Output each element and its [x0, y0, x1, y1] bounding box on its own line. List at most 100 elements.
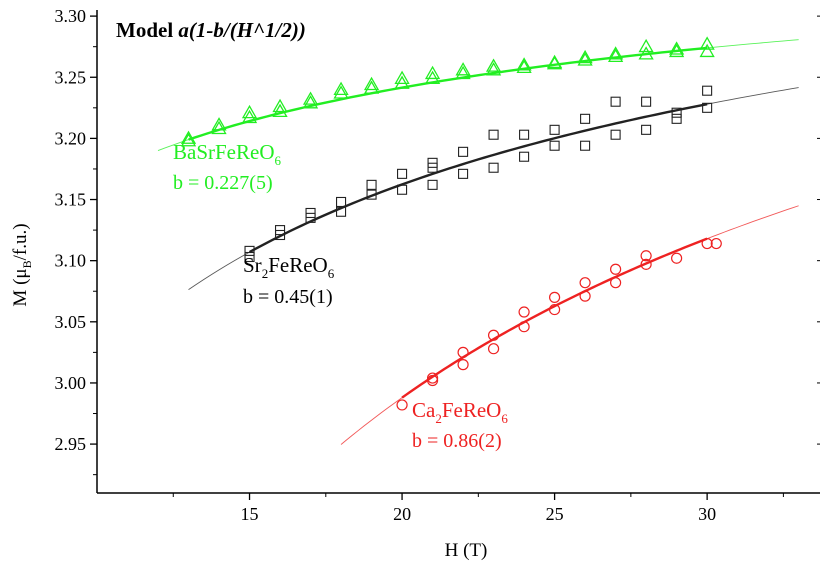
x-tick-label: 25 — [546, 504, 564, 524]
x-tick-label: 30 — [698, 504, 716, 524]
data-point-ca2fereo6 — [487, 343, 500, 355]
data-point-ca2fereo6 — [579, 277, 591, 289]
data-point-basrfereo6 — [485, 58, 502, 72]
data-point-sr2fereo6 — [366, 179, 377, 190]
data-point-ca2fereo6 — [548, 291, 561, 303]
x-axis-label: H (T) — [445, 540, 488, 561]
data-point-sr2fereo6 — [397, 168, 408, 179]
data-point-sr2fereo6 — [488, 162, 499, 173]
data-point-basrfereo6 — [241, 109, 258, 124]
data-point-basrfereo6 — [516, 57, 532, 71]
data-point-basrfereo6 — [607, 46, 624, 60]
data-point-basrfereo6 — [272, 103, 288, 118]
data-point-basrfereo6 — [669, 41, 685, 55]
data-point-ca2fereo6 — [518, 321, 530, 333]
data-point-sr2fereo6 — [427, 157, 438, 168]
data-point-ca2fereo6 — [548, 303, 561, 316]
y-tick-label: 3.30 — [55, 6, 87, 26]
b-label-sr2fereo6: b = 0.45(1) — [243, 286, 333, 308]
data-point-basrfereo6 — [302, 91, 319, 105]
data-point-basrfereo6 — [577, 52, 593, 66]
data-point-basrfereo6 — [394, 75, 410, 89]
data-point-sr2fereo6 — [702, 102, 713, 113]
data-point-sr2fereo6 — [336, 206, 347, 217]
label-ca2fereo6: Ca2FeReO6 — [412, 398, 508, 426]
data-point-sr2fereo6 — [702, 85, 713, 96]
data-point-sr2fereo6 — [549, 140, 560, 151]
chart-title-prefix: Model — [116, 18, 178, 42]
label-sr2fereo6: Sr2FeReO6 — [243, 253, 335, 281]
data-point-basrfereo6 — [577, 49, 593, 64]
b-label-basrfereo6: b = 0.227(5) — [173, 172, 273, 194]
y-tick-label: 3.10 — [55, 251, 87, 271]
fit-line-ca2fereo6 — [401, 237, 708, 399]
data-point-basrfereo6 — [180, 130, 197, 144]
data-point-sr2fereo6 — [274, 225, 286, 236]
y-axis-label-sub: B — [20, 260, 34, 268]
data-point-sr2fereo6 — [671, 113, 682, 124]
data-point-basrfereo6 — [638, 38, 654, 53]
data-point-sr2fereo6 — [488, 129, 499, 140]
data-point-ca2fereo6 — [701, 237, 713, 250]
data-point-basrfereo6 — [699, 43, 715, 58]
data-point-basrfereo6 — [211, 120, 227, 135]
y-tick-label: 2.95 — [55, 434, 87, 454]
y-tick-label: 3.05 — [55, 312, 87, 332]
y-tick-label: 3.20 — [55, 128, 87, 148]
data-point-sr2fereo6 — [610, 96, 621, 107]
data-point-sr2fereo6 — [458, 146, 469, 157]
data-point-sr2fereo6 — [244, 245, 255, 256]
data-point-ca2fereo6 — [640, 250, 652, 262]
data-point-sr2fereo6 — [336, 196, 347, 208]
data-point-basrfereo6 — [180, 133, 197, 147]
y-tick-label: 3.00 — [55, 373, 87, 393]
axes: 15 20 25 30 2.95 3.00 3.05 3.10 3.15 3.20 3.25 3.30 — [55, 6, 820, 524]
data-point-basrfereo6 — [516, 59, 532, 73]
data-point-basrfereo6 — [363, 76, 380, 91]
data-point-basrfereo6 — [211, 117, 227, 131]
data-point-sr2fereo6 — [641, 96, 652, 107]
data-point-sr2fereo6 — [305, 207, 316, 219]
data-point-basrfereo6 — [241, 104, 258, 119]
data-point-sr2fereo6 — [366, 189, 377, 200]
x-tick-label: 20 — [393, 504, 411, 524]
data-point-basrfereo6 — [363, 80, 380, 94]
data-point-basrfereo6 — [394, 70, 410, 85]
data-point-ca2fereo6 — [457, 359, 469, 371]
data-point-basrfereo6 — [272, 98, 288, 113]
data-point-ca2fereo6 — [710, 237, 722, 250]
fit-line-sr2fereo6 — [248, 102, 708, 254]
data-point-sr2fereo6 — [427, 179, 438, 190]
data-point-basrfereo6 — [302, 95, 319, 109]
data-point-ca2fereo6 — [426, 372, 439, 384]
y-tick-label: 3.15 — [55, 190, 87, 210]
data-point-sr2fereo6 — [519, 129, 530, 140]
data-point-basrfereo6 — [607, 48, 624, 62]
data-point-sr2fereo6 — [244, 251, 255, 263]
y-axis-label: M (μB/f.u.) — [10, 223, 34, 306]
data-point-sr2fereo6 — [610, 129, 621, 140]
data-point-sr2fereo6 — [519, 151, 530, 162]
b-label-ca2fereo6: b = 0.86(2) — [412, 430, 502, 452]
x-tick-label: 15 — [241, 504, 259, 524]
label-basrfereo6: BaSrFeReO6 — [173, 140, 282, 168]
data-point-sr2fereo6 — [549, 124, 560, 135]
fit-extrapolation-ca2fereo6 — [340, 205, 799, 445]
data-point-ca2fereo6 — [579, 290, 591, 302]
data-point-basrfereo6 — [669, 43, 685, 58]
data-point-basrfereo6 — [699, 36, 715, 50]
data-point-basrfereo6 — [424, 70, 441, 85]
data-point-sr2fereo6 — [580, 113, 591, 124]
data-point-ca2fereo6 — [640, 258, 652, 270]
data-point-basrfereo6 — [546, 54, 563, 69]
data-point-ca2fereo6 — [487, 329, 500, 341]
fit-line-basrfereo6 — [188, 46, 708, 141]
data-point-sr2fereo6 — [397, 184, 408, 195]
chart-title: Model a(1-b/(H^1/2)) — [116, 18, 306, 42]
chart-title-formula: a(1-b/(H^1/2)) — [178, 18, 305, 42]
y-tick-label: 3.25 — [55, 67, 87, 87]
data-point-basrfereo6 — [638, 46, 654, 60]
data-point-ca2fereo6 — [518, 306, 530, 318]
data-point-sr2fereo6 — [458, 168, 469, 179]
